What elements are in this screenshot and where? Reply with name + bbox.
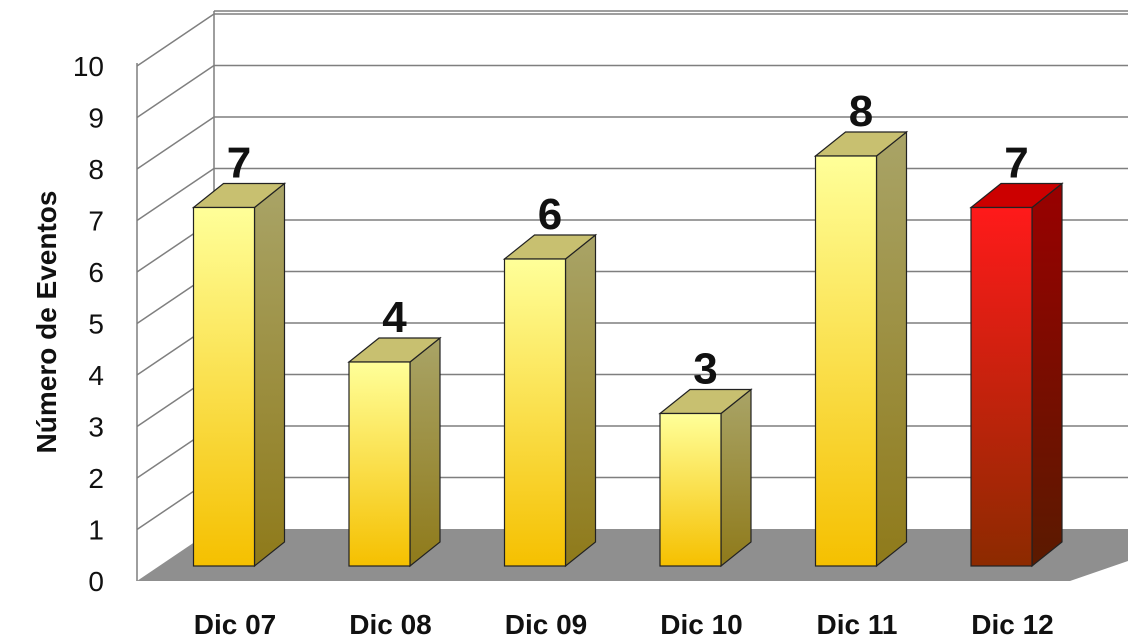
x-tick-label: Dic 07 <box>194 609 277 640</box>
y-tick-label: 6 <box>88 257 104 288</box>
bar-front-face <box>814 155 878 567</box>
x-tick-label: Dic 11 <box>817 609 898 640</box>
bar-side-face <box>1031 182 1063 568</box>
y-tick-label: 1 <box>88 515 104 546</box>
y-tick-label: 3 <box>88 412 104 443</box>
bar-dic-07 <box>191 182 287 568</box>
y-tick-label: 4 <box>88 360 104 391</box>
data-label: 7 <box>1004 139 1028 188</box>
bar-front-face <box>970 206 1033 567</box>
data-label: 8 <box>849 87 873 136</box>
bar-front-face <box>659 412 722 567</box>
bar-side-face <box>409 336 441 568</box>
bar-dic-12 <box>969 182 1064 568</box>
bar-dic-08 <box>347 336 442 568</box>
bars <box>191 130 1064 568</box>
y-tick-label: 5 <box>88 309 104 340</box>
bar-dic-09 <box>502 233 598 568</box>
gridline-side <box>136 13 215 67</box>
x-axis-ticks: Dic 07 Dic 08 Dic 09 Dic 10 Dic 11 Dic 12 <box>194 609 1054 640</box>
gridline-side <box>136 64 215 119</box>
gridline-side <box>136 116 215 170</box>
bar-dic-10 <box>658 388 753 568</box>
bar-front-face <box>503 258 567 567</box>
bar-side-face <box>564 233 597 568</box>
x-tick-label: Dic 12 <box>971 609 1054 640</box>
data-label: 3 <box>693 345 717 394</box>
bar-side-face <box>253 182 286 568</box>
bar-front-face <box>348 361 411 567</box>
bar-side-face <box>875 130 908 568</box>
y-axis-ticks: 0 1 2 3 4 5 6 7 8 9 10 <box>73 51 104 597</box>
y-axis-title: Número de Eventos <box>31 191 62 454</box>
y-tick-label: 8 <box>88 154 104 185</box>
data-label: 7 <box>227 139 251 188</box>
data-label: 4 <box>382 293 407 342</box>
y-tick-label: 0 <box>88 566 104 597</box>
y-tick-label: 10 <box>73 51 104 82</box>
bar-front-face <box>192 206 256 567</box>
y-tick-label: 9 <box>88 103 104 134</box>
y-tick-label: 7 <box>88 206 104 237</box>
data-labels: 7 4 6 3 8 7 <box>227 87 1029 394</box>
y-tick-label: 2 <box>88 463 104 494</box>
x-tick-label: Dic 10 <box>660 609 743 640</box>
bar-dic-11 <box>813 130 909 568</box>
x-tick-label: Dic 08 <box>349 609 432 640</box>
bar-side-face <box>720 388 752 568</box>
x-tick-label: Dic 09 <box>505 609 588 640</box>
gridline-side <box>136 167 215 222</box>
data-label: 6 <box>538 190 562 239</box>
